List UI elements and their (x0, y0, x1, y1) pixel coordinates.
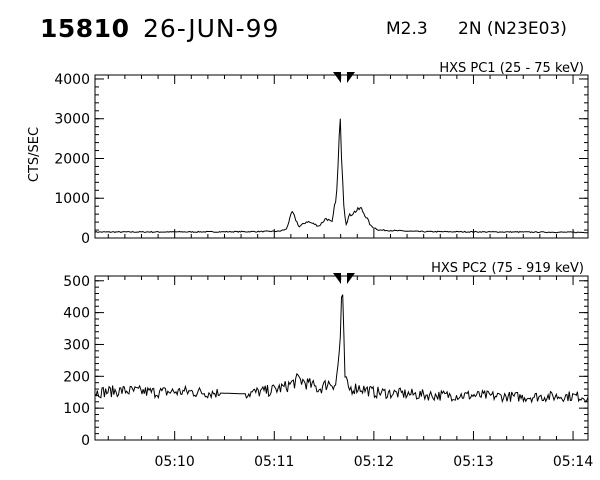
x-tick-label: 05:11 (254, 454, 294, 470)
y-tick-label: 100 (63, 401, 90, 417)
panel-1-lightcurve (94, 118, 589, 234)
y-tick-label: 0 (81, 433, 90, 449)
time-marker-left (332, 273, 341, 284)
panel-2-frame (94, 275, 589, 441)
y-tick-label: 4000 (54, 72, 90, 88)
y-tick-label: 3000 (54, 112, 90, 128)
panel-1-title: HXS PC1 (25 - 75 keV) (439, 61, 584, 76)
y-tick-label: 1000 (54, 191, 90, 207)
x-tick-label: 05:13 (453, 454, 493, 470)
panel-1-ylabel: CTS/SEC (27, 127, 42, 182)
x-tick-label: 05:10 (154, 454, 194, 470)
flare-location: 2N (N23E03) (458, 19, 567, 39)
event-number: 15810 (40, 14, 130, 43)
x-tick-label: 05:12 (354, 454, 394, 470)
time-marker-right (346, 273, 355, 284)
panel-1-frame (94, 74, 589, 239)
panel-2-title: HXS PC2 (75 - 919 keV) (431, 261, 584, 276)
y-tick-label: 2000 (54, 151, 90, 167)
time-marker-left (332, 72, 341, 83)
y-tick-label: 400 (63, 306, 90, 322)
event-date: 26-JUN-99 (143, 14, 280, 43)
time-marker-right (346, 72, 355, 83)
y-tick-label: 200 (63, 369, 90, 385)
panel-2-lightcurve (94, 294, 589, 404)
y-tick-label: 300 (63, 337, 90, 353)
y-tick-label: 500 (63, 274, 90, 290)
y-tick-label: 0 (81, 231, 90, 247)
goes-class: M2.3 (386, 19, 428, 39)
x-tick-label: 05:14 (553, 454, 593, 470)
